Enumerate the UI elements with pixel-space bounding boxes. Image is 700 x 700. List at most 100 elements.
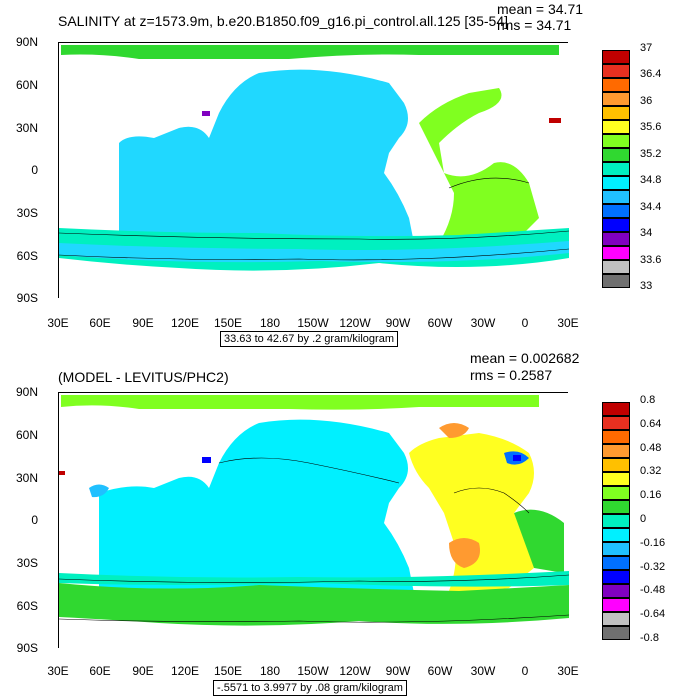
panel-2-colorbar-label: 0.8 <box>640 394 656 406</box>
lat-label-60s: 60S <box>16 249 38 263</box>
panel-2-mean: mean = 0.002682 <box>470 350 580 366</box>
panel-1-rms: rms = 34.71 <box>497 17 572 33</box>
panel-1-colorbar-label: 37 <box>640 42 653 54</box>
lon-label: 30E <box>557 316 579 330</box>
panel-2-colorbar-swatch <box>602 430 630 444</box>
panel-2-colorbar-swatch <box>602 458 630 472</box>
panel-1-colorbar-label: 33.6 <box>640 253 662 266</box>
lon-label: 120E <box>170 664 200 678</box>
panel-1-colorbar-swatch <box>602 64 630 78</box>
panel-2-title: (MODEL - LEVITUS/PHC2) <box>58 369 229 385</box>
panel-2-map <box>58 393 570 649</box>
panel-2-rms: rms = 0.2587 <box>470 367 553 383</box>
lat-label-90s: 90S <box>16 291 38 305</box>
lon-label: 120W <box>339 664 371 678</box>
panel-2-colorbar-label: -0.48 <box>640 584 666 597</box>
panel-1-colorbar-swatch <box>602 260 630 274</box>
panel-2-range-label: -.5571 to 3.9977 by .08 gram/kilogram <box>213 680 407 696</box>
panel-1-colorbar-swatch <box>602 204 630 218</box>
panel-1-colorbar-swatch <box>602 246 630 260</box>
lon-label: 90E <box>132 316 154 330</box>
panel-1-colorbar-label: 34.8 <box>640 174 662 187</box>
lon-label: 90E <box>132 664 154 678</box>
panel-1-colorbar-swatch <box>602 190 630 204</box>
lat-label-60n: 60N <box>15 428 38 442</box>
panel-1-mean: mean = 34.71 <box>497 1 584 17</box>
panel-1-colorbar-label: 36.4 <box>640 68 662 81</box>
panel-1-colorbar-swatch <box>602 134 630 148</box>
lat-label-30s: 30S <box>16 206 38 220</box>
panel-1-colorbar-swatch <box>602 274 630 288</box>
lon-label: 150W <box>297 664 329 678</box>
panel-1-colorbar-swatch <box>602 106 630 120</box>
lon-label: 90W <box>385 664 411 678</box>
panel-1-colorbar-swatch <box>602 218 630 232</box>
panel-2-colorbar-swatch <box>602 542 630 556</box>
lat-label-30s: 30S <box>16 556 38 570</box>
lat-label-60s: 60S <box>16 599 38 613</box>
panel-2-colorbar-label: 0.16 <box>640 489 662 502</box>
panel-1-colorbar-label: 34.4 <box>640 200 662 213</box>
lat-label-30n: 30N <box>15 121 38 135</box>
lon-label: 60E <box>89 664 111 678</box>
lon-label: 60E <box>89 316 111 330</box>
panel-2-colorbar-label: 0.64 <box>640 417 662 430</box>
panel-2-colorbar-swatch <box>602 486 630 500</box>
lat-label-90n: 90N <box>15 35 38 49</box>
lon-label: 60W <box>427 664 453 678</box>
panel-1-colorbar-label: 35.2 <box>640 147 662 160</box>
lon-label: 30E <box>47 664 69 678</box>
panel-1-title: SALINITY at z=1573.9m, b.e20.B1850.f09_g… <box>58 13 508 29</box>
lon-label: 30E <box>47 316 69 330</box>
panel-2-colorbar-swatch <box>602 416 630 430</box>
lat-label-30n: 30N <box>15 471 38 485</box>
panel-1-colorbar-swatch <box>602 232 630 246</box>
panel-2-map-frame <box>58 392 570 649</box>
panel-2-colorbar-swatch <box>602 500 630 514</box>
lon-label: 30W <box>470 664 496 678</box>
lon-label: 180 <box>259 664 281 678</box>
panel-2-colorbar-label: -0.64 <box>640 608 666 621</box>
panel-2-colorbar-swatch <box>602 626 630 640</box>
panel-2-colorbar-label: -0.32 <box>640 560 666 573</box>
panel-2-colorbar-swatch <box>602 514 630 528</box>
panel-2-colorbar-swatch <box>602 598 630 612</box>
lon-label: 30E <box>557 664 579 678</box>
lat-label-90n: 90N <box>15 385 38 399</box>
panel-1-colorbar-swatch <box>602 50 630 64</box>
lon-label: 30W <box>470 316 496 330</box>
lon-label: 150E <box>213 664 243 678</box>
panel-1-colorbar-label: 33 <box>640 280 653 292</box>
lon-label: 150E <box>213 316 243 330</box>
panel-1-colorbar-swatch <box>602 176 630 190</box>
lon-label: 120E <box>170 316 200 330</box>
panel-1-map-frame <box>58 42 570 299</box>
lon-label: 150W <box>297 316 329 330</box>
panel-1-colorbar-swatch <box>602 148 630 162</box>
lon-label: 90W <box>385 316 411 330</box>
lat-label-90s: 90S <box>16 641 38 655</box>
panel-2-colorbar-swatch <box>602 584 630 598</box>
panel-2-colorbar-label: 0 <box>640 513 647 525</box>
panel-1-colorbar-swatch <box>602 78 630 92</box>
panel-1-range-label: 33.63 to 42.67 by .2 gram/kilogram <box>220 331 398 347</box>
lon-label: 120W <box>339 316 371 330</box>
panel-2-colorbar-swatch <box>602 472 630 486</box>
panel-2-colorbar-swatch <box>602 612 630 626</box>
lon-label: 0 <box>521 664 529 678</box>
lon-label: 0 <box>521 316 529 330</box>
lat-label-0: 0 <box>31 163 38 177</box>
panel-2-colorbar-swatch <box>602 570 630 584</box>
panel-2-colorbar-label: -0.8 <box>640 632 659 644</box>
lat-label-60n: 60N <box>15 78 38 92</box>
panel-2-colorbar-swatch <box>602 402 630 416</box>
panel-2-colorbar-swatch <box>602 556 630 570</box>
panel-2-colorbar-swatch <box>602 528 630 542</box>
panel-2-colorbar-label: 0.48 <box>640 441 662 454</box>
panel-1-colorbar-swatch <box>602 120 630 134</box>
panel-1-colorbar-swatch <box>602 92 630 106</box>
lat-label-0: 0 <box>31 513 38 527</box>
panel-1-map <box>58 43 570 299</box>
panel-2-colorbar-swatch <box>602 444 630 458</box>
lon-label: 60W <box>427 316 453 330</box>
